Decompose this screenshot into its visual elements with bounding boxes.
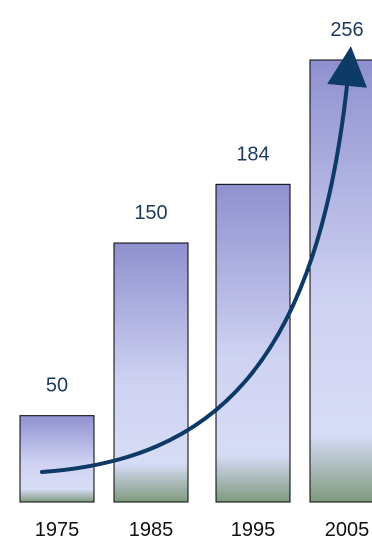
data-label-2005: 256 [330, 19, 363, 41]
bar-1985 [113, 242, 189, 503]
data-label-1975: 50 [46, 375, 68, 397]
bars-layer [19, 59, 372, 503]
value-labels-layer: 50 150 184 256 [46, 19, 364, 397]
bar-1975 [19, 415, 95, 503]
data-label-1995: 184 [236, 143, 269, 165]
bar-1995 [215, 183, 291, 503]
trend-arrow [40, 46, 368, 474]
x-tick-label-1985: 1985 [129, 519, 174, 541]
x-tick-label-1975: 1975 [35, 519, 80, 541]
x-tick-label-2005: 2005 [325, 519, 370, 541]
x-axis-tick-labels: 1975 1985 1995 2005 [35, 519, 370, 541]
data-label-1985: 150 [134, 202, 167, 224]
x-tick-label-1995: 1995 [231, 519, 276, 541]
